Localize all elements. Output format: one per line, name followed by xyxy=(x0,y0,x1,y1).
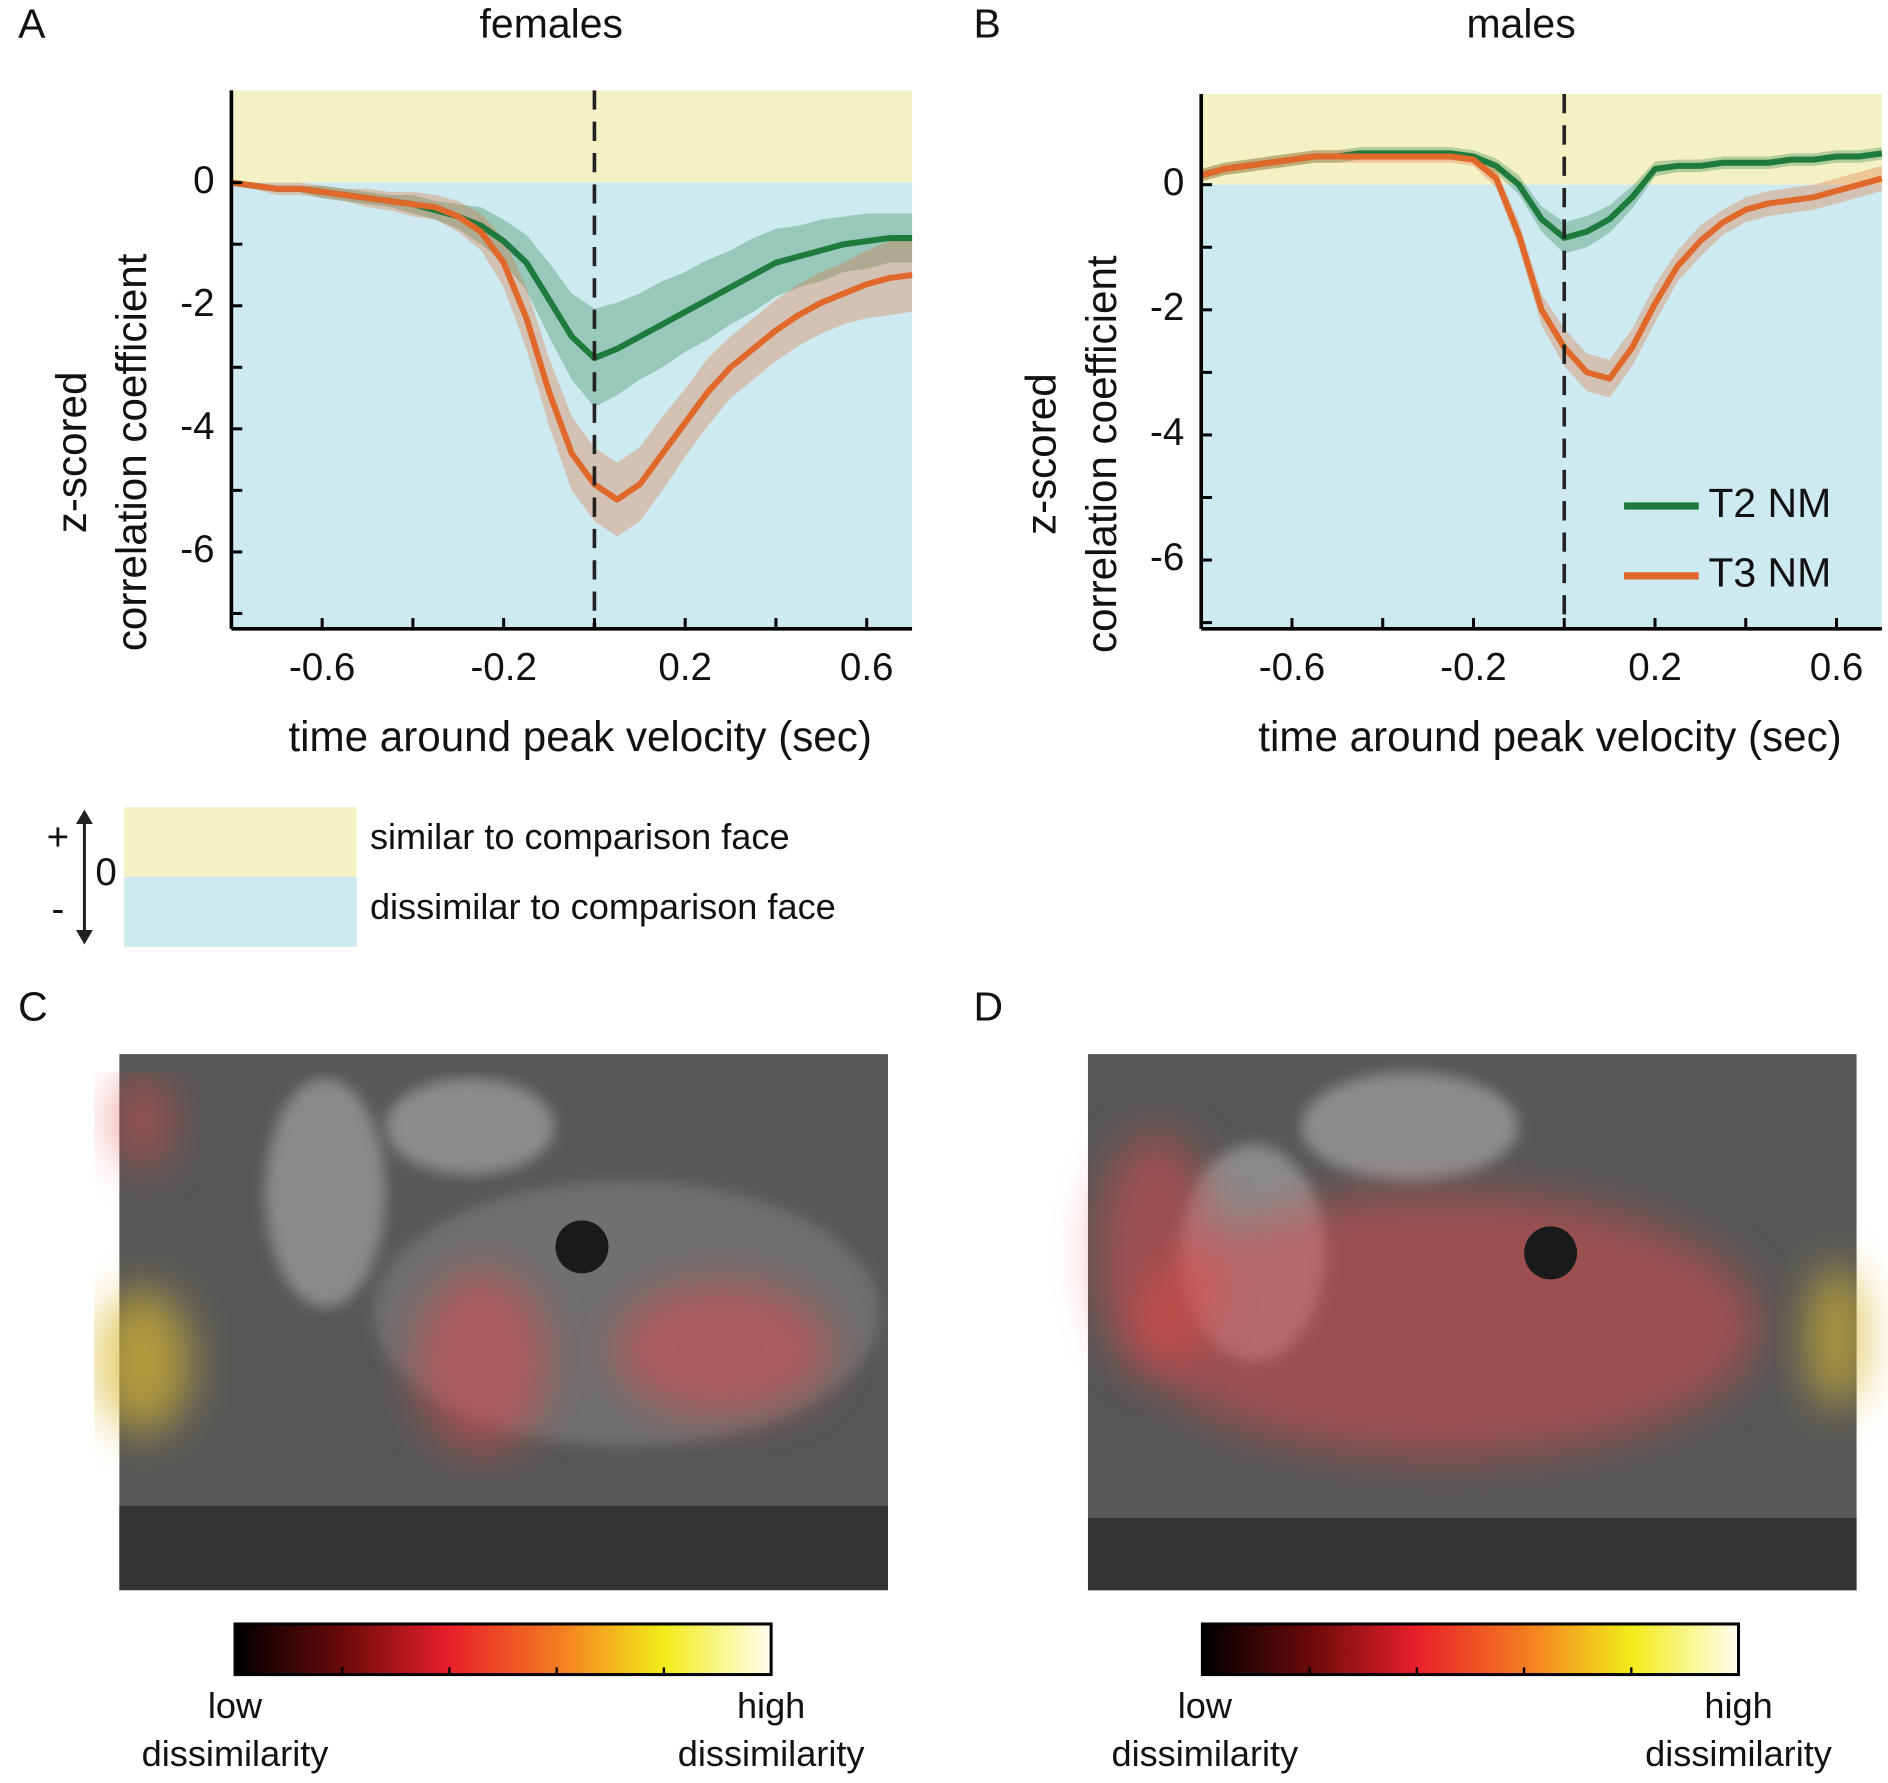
y-tick-label: 0 xyxy=(1163,161,1184,204)
colorbar-low: low xyxy=(1178,1685,1233,1726)
panel-label: A xyxy=(18,0,46,46)
y-tick-label: -2 xyxy=(180,282,214,325)
line xyxy=(230,179,913,503)
colorbar-low: low xyxy=(208,1685,263,1726)
dissimilar-region xyxy=(1201,184,1882,629)
x-tick-label: 0.2 xyxy=(1628,646,1682,689)
chart-title: males xyxy=(1466,0,1575,46)
x-tick-label: -0.2 xyxy=(1440,646,1506,689)
key-similar: similar to comparison face xyxy=(370,816,790,857)
x-axis-label: time around peak velocity (sec) xyxy=(1258,713,1841,760)
legend-label: T2 NM xyxy=(1708,480,1831,526)
y-tick-label: -2 xyxy=(1150,286,1184,329)
similar-region xyxy=(231,90,913,183)
x-tick-label: -0.6 xyxy=(289,646,355,689)
key-minus: - xyxy=(51,888,64,931)
error-band xyxy=(231,179,913,537)
colorbar: low dissimilarity high dissimilarity xyxy=(1111,1622,1832,1774)
colorbar-high: high xyxy=(737,1685,805,1726)
similar-region xyxy=(1201,93,1882,185)
y-axis-label: z-scored xyxy=(48,372,95,534)
key-plus: + xyxy=(47,816,70,859)
x-tick-label: -0.6 xyxy=(1259,646,1325,689)
y-axis-label: z-scored xyxy=(1018,373,1065,535)
key: + 0 - similar to comparison face dissimi… xyxy=(47,807,836,947)
panel-label: D xyxy=(974,983,1004,1029)
error-band xyxy=(231,179,913,408)
y-tick-label: -4 xyxy=(180,405,214,448)
y-axis-label: correlation coefficient xyxy=(108,253,155,651)
y-tick-label: -6 xyxy=(1150,536,1184,579)
x-tick-label: -0.2 xyxy=(470,646,536,689)
y-tick-label: -6 xyxy=(180,528,214,571)
key-zero: 0 xyxy=(95,851,116,894)
panel-label: B xyxy=(974,0,1001,46)
x-tick-label: 0.6 xyxy=(840,646,894,689)
key-dissimilar: dissimilar to comparison face xyxy=(370,886,836,927)
x-tick-label: 0.6 xyxy=(1810,646,1864,689)
legend-label: T3 NM xyxy=(1708,550,1831,596)
y-tick-label: -4 xyxy=(1150,411,1184,454)
key-arrows xyxy=(75,809,93,945)
colorbar-low: dissimilarity xyxy=(1111,1733,1298,1774)
panel-label: C xyxy=(18,983,48,1029)
colorbar: low dissimilarity high dissimilarity xyxy=(142,1622,865,1774)
line xyxy=(1200,153,1883,382)
chart-title: females xyxy=(480,0,623,46)
colorbar-high: dissimilarity xyxy=(1645,1733,1832,1774)
photo-c xyxy=(94,1054,888,1591)
key-similar-swatch xyxy=(124,807,357,878)
y-axis-label: correlation coefficient xyxy=(1078,255,1125,653)
x-axis-label: time around peak velocity (sec) xyxy=(288,713,871,760)
x-tick-label: 0.2 xyxy=(658,646,712,689)
colorbar-high: dissimilarity xyxy=(678,1733,865,1774)
key-dissimilar-swatch xyxy=(124,877,357,947)
colorbar-high: high xyxy=(1704,1685,1772,1726)
colorbar-low: dissimilarity xyxy=(142,1733,329,1774)
photo-d xyxy=(1087,1054,1868,1591)
y-tick-label: 0 xyxy=(193,159,214,202)
